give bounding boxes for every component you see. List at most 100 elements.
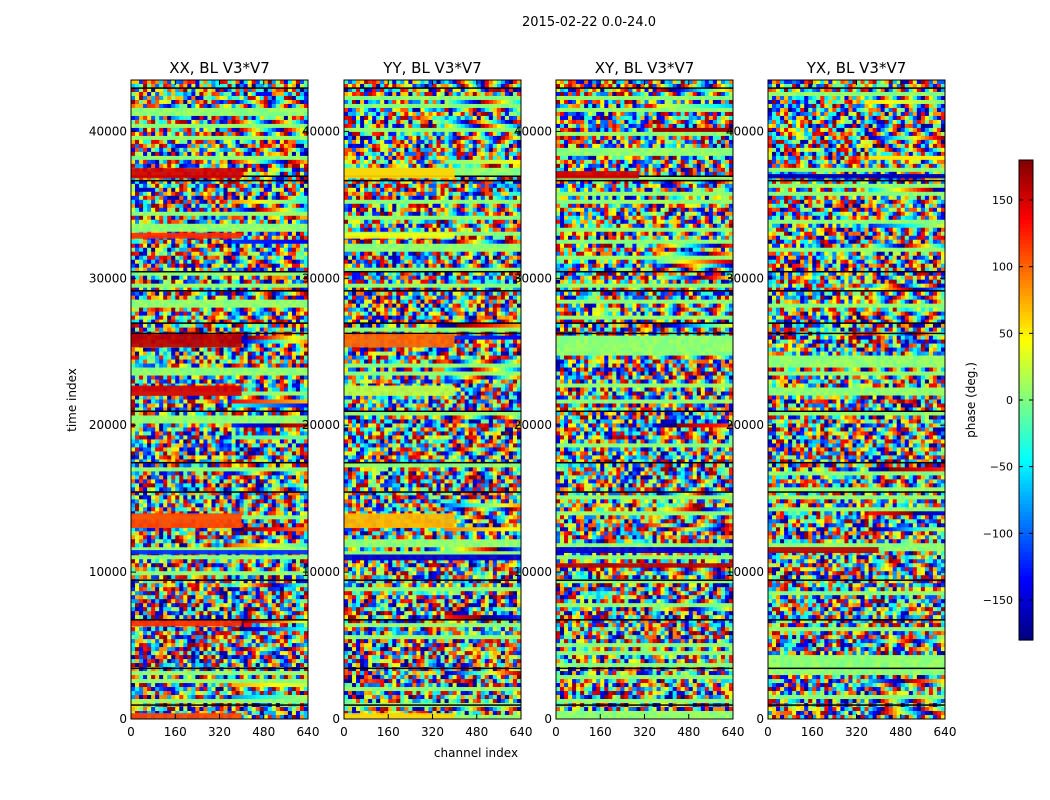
phase-cell (203, 479, 208, 484)
phase-cell (139, 363, 144, 369)
phase-cell (227, 299, 233, 305)
phase-cell (279, 243, 285, 249)
phase-cell (147, 119, 152, 125)
phase-cell (239, 215, 245, 221)
phase-cell (139, 103, 144, 109)
phase-cell (219, 243, 225, 249)
phase-cell (251, 383, 257, 389)
phase-cell (299, 463, 305, 468)
phase-cell (143, 471, 148, 476)
phase-cell (223, 411, 229, 416)
phase-cell (207, 135, 212, 141)
phase-cell (187, 203, 192, 209)
phase-cell (263, 215, 269, 221)
phase-cell (299, 279, 305, 285)
phase-cell (243, 91, 249, 97)
phase-cell (171, 215, 176, 221)
phase-cell (271, 95, 277, 101)
phase-cell (179, 255, 184, 261)
phase-cell (207, 475, 212, 480)
phase-cell (195, 295, 200, 301)
phase-cell (159, 487, 164, 492)
phase-cell (131, 463, 136, 468)
phase-cell (131, 147, 136, 153)
phase-cell (251, 279, 257, 285)
phase-cell (243, 151, 249, 157)
phase-cell (139, 291, 144, 297)
phase-cell (219, 191, 225, 197)
phase-cell (135, 283, 140, 289)
phase-cell (255, 279, 261, 285)
phase-cell (191, 259, 196, 265)
phase-cell (155, 475, 160, 480)
phase-cell (147, 151, 152, 157)
phase-cell (191, 423, 196, 428)
phase-cell (195, 311, 200, 317)
phase-cell (255, 175, 261, 181)
phase-cell (179, 151, 184, 157)
phase-cell (271, 227, 277, 233)
phase-cell (191, 243, 196, 249)
phase-cell (239, 115, 245, 121)
phase-cell (147, 295, 152, 301)
phase-cell (171, 355, 176, 361)
phase-cell (135, 227, 140, 233)
phase-cell (143, 163, 148, 169)
phase-cell (295, 423, 301, 428)
phase-cell (151, 223, 156, 229)
phase-cell (167, 131, 172, 137)
phase-cell (271, 471, 277, 476)
phase-cell (263, 479, 269, 484)
phase-cell (191, 439, 196, 444)
phase-cell (239, 143, 245, 149)
phase-cell (299, 399, 305, 404)
phase-cell (187, 355, 192, 361)
phase-cell (287, 131, 293, 137)
phase-cell (163, 211, 168, 217)
phase-cell (303, 391, 309, 396)
phase-cell (171, 107, 176, 113)
phase-cell (303, 327, 309, 333)
phase-cell (243, 187, 249, 193)
phase-cell (223, 91, 229, 97)
phase-cell (251, 471, 257, 476)
phase-cell (179, 191, 184, 197)
phase-cell (303, 403, 309, 408)
phase-cell (131, 351, 136, 357)
phase-cell (183, 415, 188, 420)
phase-cell (179, 239, 184, 245)
phase-cell (219, 147, 225, 153)
phase-cell (299, 151, 305, 157)
phase-cell (203, 215, 208, 221)
phase-cell (191, 375, 196, 381)
phase-cell (255, 159, 261, 165)
phase-cell (207, 115, 212, 121)
phase-cell (203, 239, 208, 245)
phase-cell (195, 299, 200, 305)
phase-cell (195, 503, 200, 508)
phase-cell (131, 219, 136, 225)
phase-cell (271, 463, 277, 468)
phase-cell (175, 319, 180, 325)
phase-cell (255, 155, 261, 161)
phase-cell (287, 203, 293, 209)
phase-cell (231, 271, 237, 277)
phase-cell (135, 447, 140, 452)
phase-cell (275, 179, 281, 185)
phase-cell (155, 107, 160, 113)
phase-cell (151, 315, 156, 321)
phase-cell (135, 195, 140, 201)
phase-cell (163, 447, 168, 452)
phase-cell (203, 135, 208, 141)
phase-cell (295, 499, 301, 504)
phase-cell (175, 163, 180, 169)
phase-cell (299, 335, 305, 341)
phase-cell (279, 107, 285, 113)
phase-cell (267, 407, 273, 412)
phase-cell (215, 359, 220, 365)
phase-cell (299, 363, 305, 369)
phase-cell (179, 431, 184, 436)
phase-cell (271, 155, 277, 161)
phase-cell (131, 159, 136, 165)
